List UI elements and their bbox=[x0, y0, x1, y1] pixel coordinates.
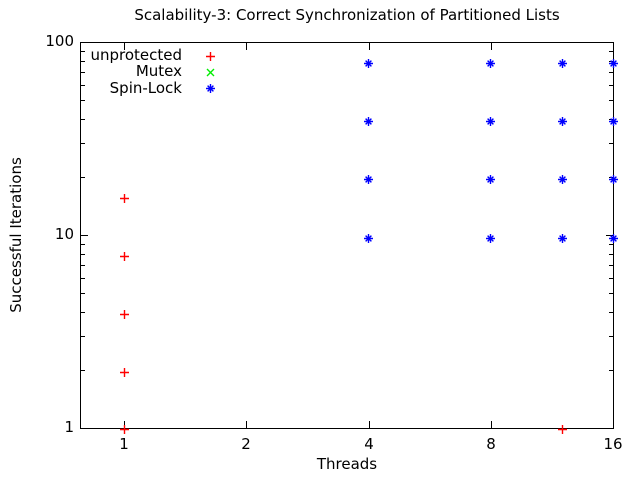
y-minor-tick-left bbox=[81, 72, 85, 73]
y-minor-tick-left bbox=[81, 177, 85, 178]
x-major-tick-top bbox=[613, 43, 614, 50]
y-minor-tick-right bbox=[609, 293, 613, 294]
legend-entry-label: Mutex bbox=[135, 62, 182, 81]
chart-title: Scalability-3: Correct Synchronization o… bbox=[134, 6, 560, 24]
x-tick-label: 2 bbox=[241, 435, 251, 453]
y-major-tick-left bbox=[81, 428, 88, 429]
x-major-tick-top bbox=[491, 43, 492, 50]
x-tick-label: 16 bbox=[603, 435, 623, 453]
y-tick-label: 1 bbox=[64, 418, 74, 436]
y-minor-tick-left bbox=[81, 293, 85, 294]
y-minor-tick-left bbox=[81, 100, 85, 101]
y-tick-label: 100 bbox=[45, 32, 74, 50]
data-point-marker bbox=[484, 114, 497, 127]
y-minor-tick-right bbox=[609, 312, 613, 313]
y-minor-tick-right bbox=[609, 278, 613, 279]
y-minor-tick-right bbox=[609, 51, 613, 52]
y-minor-tick-right bbox=[609, 370, 613, 371]
y-minor-tick-left bbox=[81, 61, 85, 62]
x-tick-label: 4 bbox=[364, 435, 374, 453]
data-point-marker bbox=[118, 422, 131, 435]
x-major-tick-bottom bbox=[246, 421, 247, 428]
data-point-marker bbox=[484, 231, 497, 244]
legend-entry-label: unprotected bbox=[90, 46, 182, 64]
y-major-tick-right bbox=[606, 235, 613, 236]
y-major-tick-left bbox=[81, 42, 88, 43]
y-minor-tick-left bbox=[81, 278, 85, 279]
y-minor-tick-left bbox=[81, 370, 85, 371]
y-minor-tick-right bbox=[609, 265, 613, 266]
data-point-marker bbox=[362, 172, 375, 185]
y-minor-tick-left bbox=[81, 336, 85, 337]
data-point-marker bbox=[607, 114, 620, 127]
x-major-tick-bottom bbox=[491, 421, 492, 428]
y-minor-tick-left bbox=[81, 85, 85, 86]
y-major-tick-right bbox=[606, 42, 613, 43]
data-point-marker bbox=[556, 422, 569, 435]
plot-area bbox=[80, 42, 614, 429]
y-minor-tick-left bbox=[81, 244, 85, 245]
legend-marker-icon bbox=[204, 49, 217, 62]
y-minor-tick-left bbox=[81, 254, 85, 255]
y-minor-tick-left bbox=[81, 119, 85, 120]
x-tick-label: 1 bbox=[119, 435, 129, 453]
y-minor-tick-right bbox=[609, 254, 613, 255]
y-major-tick-left bbox=[81, 235, 88, 236]
x-major-tick-top bbox=[124, 43, 125, 50]
x-major-tick-top bbox=[369, 43, 370, 50]
x-tick-label: 8 bbox=[486, 435, 496, 453]
y-tick-label: 10 bbox=[54, 225, 74, 243]
data-point-marker bbox=[118, 191, 131, 204]
data-point-marker bbox=[118, 307, 131, 320]
data-point-marker bbox=[362, 56, 375, 69]
data-point-marker bbox=[556, 172, 569, 185]
y-minor-tick-right bbox=[609, 72, 613, 73]
data-point-marker bbox=[607, 56, 620, 69]
legend-marker-icon bbox=[204, 65, 217, 78]
y-minor-tick-right bbox=[609, 100, 613, 101]
data-point-marker bbox=[556, 231, 569, 244]
data-point-marker bbox=[362, 114, 375, 127]
data-point-marker bbox=[362, 231, 375, 244]
data-point-marker bbox=[118, 249, 131, 262]
data-point-marker bbox=[607, 172, 620, 185]
data-point-marker bbox=[484, 172, 497, 185]
y-minor-tick-left bbox=[81, 51, 85, 52]
y-minor-tick-left bbox=[81, 312, 85, 313]
y-minor-tick-left bbox=[81, 265, 85, 266]
y-minor-tick-left bbox=[81, 143, 85, 144]
legend-entry-label: Spin-Lock bbox=[109, 78, 182, 97]
y-major-tick-right bbox=[606, 428, 613, 429]
y-minor-tick-right bbox=[609, 85, 613, 86]
data-point-marker bbox=[484, 56, 497, 69]
y-minor-tick-right bbox=[609, 143, 613, 144]
x-major-tick-bottom bbox=[369, 421, 370, 428]
legend-marker-icon bbox=[204, 81, 217, 94]
data-point-marker bbox=[607, 231, 620, 244]
data-point-marker bbox=[118, 365, 131, 378]
x-axis-label: Threads bbox=[316, 455, 378, 473]
x-major-tick-bottom bbox=[613, 421, 614, 428]
y-minor-tick-right bbox=[609, 244, 613, 245]
x-major-tick-top bbox=[246, 43, 247, 50]
y-minor-tick-right bbox=[609, 336, 613, 337]
data-point-marker bbox=[556, 114, 569, 127]
data-point-marker bbox=[556, 56, 569, 69]
